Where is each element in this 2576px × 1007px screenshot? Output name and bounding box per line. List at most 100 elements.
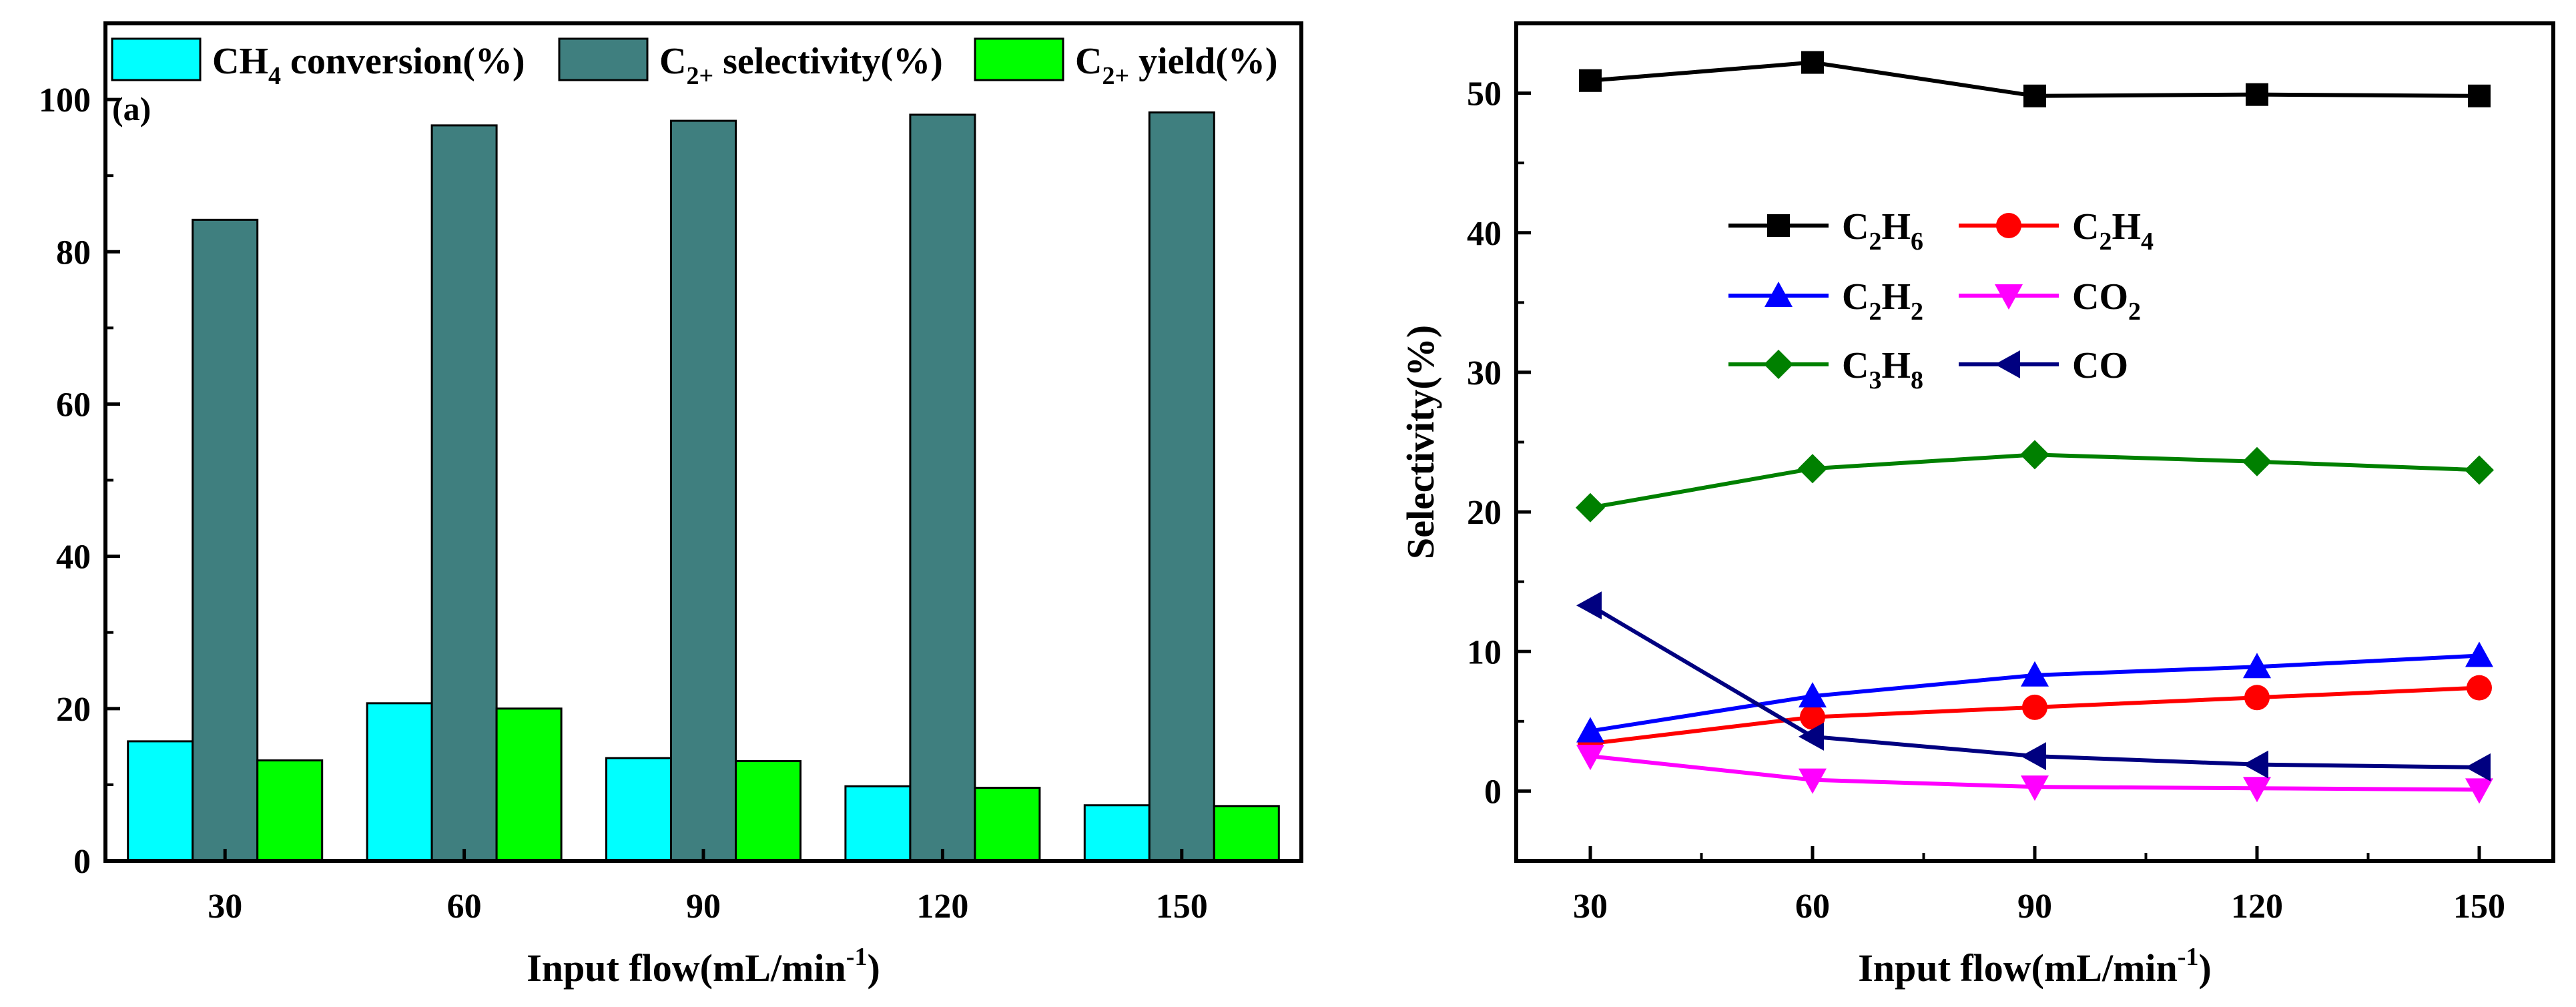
series-co2-point-150	[2465, 778, 2493, 804]
series-c2h2-point-150	[2465, 641, 2493, 667]
legend-marker-c2h4	[1996, 213, 2021, 238]
legend-text: H	[1881, 345, 1911, 386]
legend-label-c2h4: C2H4	[2072, 206, 2154, 256]
x-tick-label-150: 150	[1156, 888, 1208, 926]
legend-label-1: C2+ selectivity(%)	[659, 41, 943, 90]
bar-chart-legend: CH4 conversion(%) C2+ selectivity(%) C2+ y…	[111, 37, 1278, 90]
legend-label-0: CH4 conversion(%)	[212, 41, 525, 90]
series-c3h8-point-150	[2465, 455, 2494, 485]
legend-text: C	[2072, 206, 2099, 248]
legend-marker-c3h8	[1764, 350, 1793, 379]
bar-chart-axes: 30 60 90 120 150 0 20 40 60 80 100	[39, 81, 1208, 926]
series-co2-point-30	[1576, 745, 1604, 771]
y-tick-label-30: 30	[1467, 354, 1502, 392]
legend-subscript: 2	[1869, 298, 1881, 326]
legend-subscript: 4	[268, 62, 281, 90]
series-co2-point-60	[1799, 768, 1827, 794]
legend-label-c3h8: C3H8	[1842, 345, 1923, 394]
legend-text: conversion(%)	[281, 41, 525, 82]
legend-marker-c2h6	[1767, 214, 1790, 237]
series-c2h6-point-90	[2023, 84, 2046, 107]
bar-chart: 30 60 90 120 150 0 20 40 60 80 100 CH4 conversion(…	[39, 21, 1303, 990]
y-tick-label-80: 80	[56, 234, 91, 272]
series-co-point-90	[2021, 742, 2046, 771]
legend-label-co: CO	[2072, 345, 2128, 386]
legend-label-2: C2+ yield(%)	[1075, 41, 1278, 90]
x-tick-label-90: 90	[686, 888, 721, 926]
bar-ch4-conversion--60	[366, 702, 433, 862]
series-c2h2-point-120	[2243, 653, 2271, 679]
legend-text: CO	[2072, 345, 2128, 386]
y-tick-label-50: 50	[1467, 75, 1502, 113]
series-co-point-30	[1576, 591, 1602, 620]
x-axis-label-superscript: -1	[2178, 943, 2199, 971]
line-chart-y-axis-label: Selectivity(%)	[1399, 325, 1442, 559]
y-tick-label-10: 10	[1467, 633, 1502, 671]
legend-subscript: 2	[2128, 298, 2141, 326]
series-c2h4-point-90	[2022, 694, 2047, 720]
y-tick-label-20: 20	[56, 691, 91, 729]
panel-label-a: (a)	[112, 90, 151, 127]
bar-c2-yield--150	[1213, 805, 1280, 862]
legend-text: selectivity(%)	[713, 41, 943, 82]
y-tick-label-20: 20	[1467, 494, 1502, 532]
bar-ch4-conversion--30	[127, 740, 194, 862]
legend-swatch-0	[111, 37, 202, 81]
legend-swatch-2	[974, 37, 1064, 81]
bar-chart-bars	[127, 111, 1280, 862]
legend-marker-c2h2	[1764, 282, 1793, 307]
y-tick-label-60: 60	[56, 386, 91, 424]
line-chart-axes: 30 60 90 120 150 0 10 20 30 40 50	[1467, 22, 2505, 926]
bar-ch4-conversion--120	[844, 785, 912, 862]
legend-subscript: 8	[1911, 366, 1923, 394]
y-tick-label-40: 40	[1467, 215, 1502, 253]
x-axis-label-text: Input flow(mL/min	[527, 946, 846, 990]
x-tick-label-60: 60	[447, 888, 482, 926]
bar-chart-x-axis-label: Input flow(mL/min-1)	[527, 943, 880, 990]
legend-text: CH	[212, 41, 268, 82]
y-tick-label-0: 0	[1484, 773, 1502, 811]
series-c2h2-point-90	[2021, 661, 2049, 687]
legend-text: H	[1881, 206, 1911, 248]
bar-ch4-conversion--150	[1083, 804, 1151, 862]
legend-marker-co2	[1995, 284, 2023, 310]
bar-c2-selectivity--150	[1148, 111, 1215, 862]
bar-c2-yield--30	[256, 759, 324, 862]
x-axis-label-close: )	[867, 946, 880, 990]
legend-text: C	[1842, 206, 1869, 248]
legend-text: yield(%)	[1129, 41, 1277, 82]
series-co-point-150	[2465, 753, 2491, 781]
series-c3h8-point-120	[2242, 446, 2272, 476]
bar-c2-yield--120	[974, 786, 1041, 862]
legend-subscript: 2+	[686, 62, 713, 90]
legend-text: C	[1842, 345, 1869, 386]
series-c2h6-point-60	[1801, 51, 1824, 74]
legend-subscript: 2	[1911, 298, 1923, 326]
series-co2-point-120	[2243, 777, 2271, 803]
series-c2h4-point-60	[1800, 704, 1825, 730]
legend-marker-co	[1995, 350, 2020, 378]
legend-text: H	[2112, 206, 2141, 248]
x-axis-label-text: Input flow(mL/min	[1858, 946, 2178, 990]
x-axis-label-superscript: -1	[846, 943, 868, 971]
legend-subscript: 2	[1869, 228, 1881, 256]
line-chart-x-axis-label: Input flow(mL/min-1)	[1858, 943, 2212, 990]
legend-label-c2h2: C2H2	[1842, 276, 1923, 326]
series-c2h6-point-120	[2246, 83, 2268, 106]
x-tick-label-30: 30	[1573, 888, 1608, 926]
legend-text: C	[1842, 276, 1869, 318]
y-tick-label-100: 100	[39, 81, 91, 119]
x-tick-label-60: 60	[1795, 888, 1830, 926]
series-co-point-120	[2243, 750, 2268, 779]
y-tick-label-0: 0	[73, 843, 91, 881]
y-tick-label-40: 40	[56, 539, 91, 577]
legend-subscript: 2	[2099, 228, 2112, 256]
series-co2-point-90	[2021, 775, 2049, 801]
series-c3h8-point-30	[1576, 492, 1605, 523]
legend-text: H	[1881, 276, 1911, 318]
series-co-point-60	[1799, 722, 1824, 751]
x-tick-label-120: 120	[916, 888, 968, 926]
x-axis-label-close: )	[2198, 946, 2211, 990]
